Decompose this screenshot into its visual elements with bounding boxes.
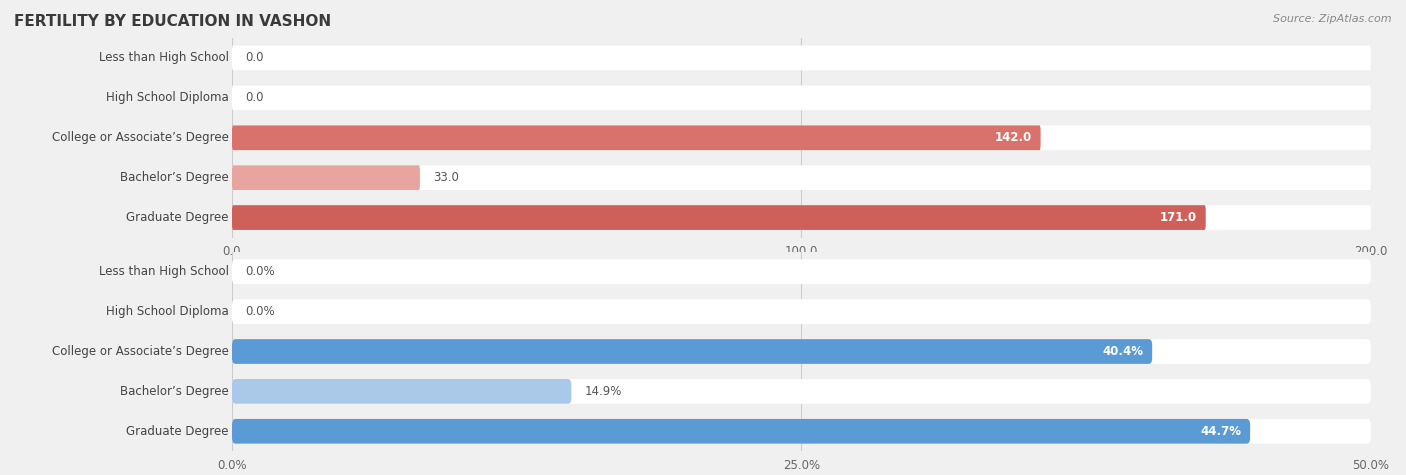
FancyBboxPatch shape bbox=[232, 125, 1371, 150]
FancyBboxPatch shape bbox=[232, 86, 1371, 110]
Text: College or Associate’s Degree: College or Associate’s Degree bbox=[52, 131, 229, 144]
FancyBboxPatch shape bbox=[232, 419, 1250, 444]
Text: 33.0: 33.0 bbox=[433, 171, 460, 184]
FancyBboxPatch shape bbox=[232, 46, 1371, 70]
Text: Source: ZipAtlas.com: Source: ZipAtlas.com bbox=[1274, 14, 1392, 24]
Text: Bachelor’s Degree: Bachelor’s Degree bbox=[120, 171, 229, 184]
Text: Less than High School: Less than High School bbox=[98, 51, 229, 65]
Text: Graduate Degree: Graduate Degree bbox=[127, 211, 229, 224]
Text: 0.0%: 0.0% bbox=[246, 305, 276, 318]
Text: College or Associate’s Degree: College or Associate’s Degree bbox=[52, 345, 229, 358]
FancyBboxPatch shape bbox=[232, 125, 1040, 150]
FancyBboxPatch shape bbox=[232, 299, 1371, 324]
FancyBboxPatch shape bbox=[232, 205, 1206, 230]
FancyBboxPatch shape bbox=[232, 419, 1371, 444]
Text: High School Diploma: High School Diploma bbox=[105, 305, 229, 318]
FancyBboxPatch shape bbox=[232, 379, 571, 404]
FancyBboxPatch shape bbox=[232, 165, 1371, 190]
Text: 0.0%: 0.0% bbox=[246, 265, 276, 278]
FancyBboxPatch shape bbox=[232, 165, 420, 190]
Text: 44.7%: 44.7% bbox=[1199, 425, 1241, 438]
FancyBboxPatch shape bbox=[232, 339, 1152, 364]
Text: 142.0: 142.0 bbox=[994, 131, 1032, 144]
Text: 0.0: 0.0 bbox=[246, 91, 264, 104]
Text: High School Diploma: High School Diploma bbox=[105, 91, 229, 104]
FancyBboxPatch shape bbox=[232, 379, 1371, 404]
Text: 0.0: 0.0 bbox=[246, 51, 264, 65]
Text: 171.0: 171.0 bbox=[1160, 211, 1197, 224]
FancyBboxPatch shape bbox=[232, 339, 1371, 364]
Text: FERTILITY BY EDUCATION IN VASHON: FERTILITY BY EDUCATION IN VASHON bbox=[14, 14, 332, 29]
Text: Less than High School: Less than High School bbox=[98, 265, 229, 278]
Text: 14.9%: 14.9% bbox=[585, 385, 623, 398]
Text: Bachelor’s Degree: Bachelor’s Degree bbox=[120, 385, 229, 398]
Text: Graduate Degree: Graduate Degree bbox=[127, 425, 229, 438]
FancyBboxPatch shape bbox=[232, 205, 1371, 230]
FancyBboxPatch shape bbox=[232, 259, 1371, 284]
Text: 40.4%: 40.4% bbox=[1102, 345, 1143, 358]
